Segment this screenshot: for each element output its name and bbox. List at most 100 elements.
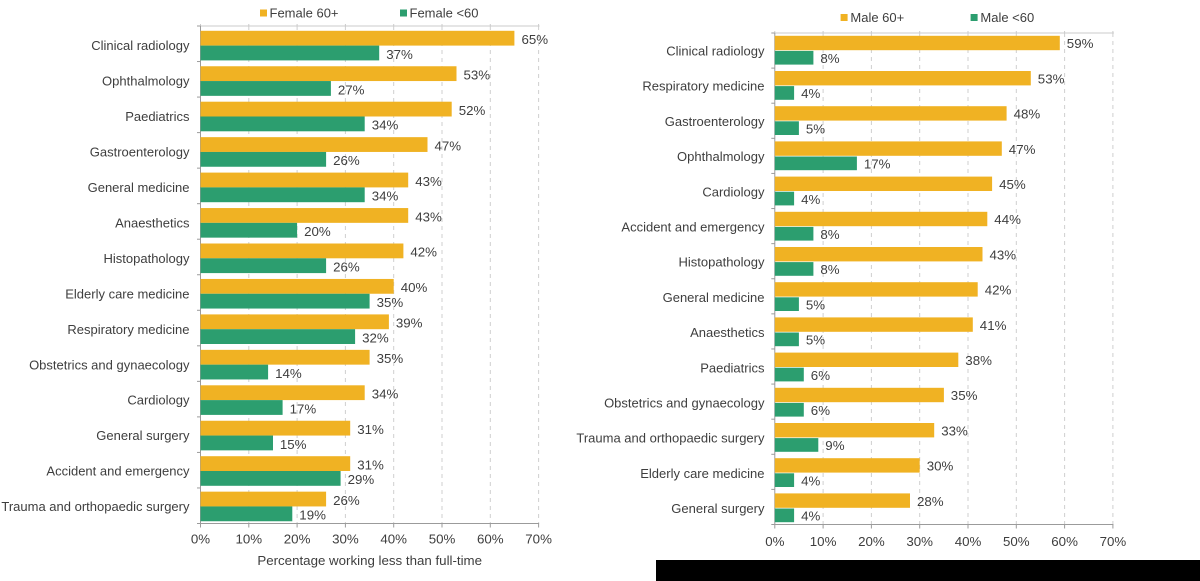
svg-text:26%: 26% bbox=[333, 260, 360, 275]
svg-text:Accident and emergency: Accident and emergency bbox=[621, 220, 765, 235]
svg-text:4%: 4% bbox=[801, 473, 820, 488]
svg-text:38%: 38% bbox=[965, 353, 992, 368]
svg-text:10%: 10% bbox=[235, 532, 262, 547]
svg-text:20%: 20% bbox=[284, 532, 311, 547]
svg-text:50%: 50% bbox=[429, 532, 456, 547]
svg-text:8%: 8% bbox=[820, 227, 839, 242]
svg-text:60%: 60% bbox=[477, 532, 504, 547]
svg-text:14%: 14% bbox=[275, 366, 302, 381]
svg-text:Histopathology: Histopathology bbox=[679, 255, 765, 270]
svg-text:4%: 4% bbox=[801, 86, 820, 101]
svg-text:Cardiology: Cardiology bbox=[127, 393, 190, 408]
svg-text:39%: 39% bbox=[396, 316, 423, 331]
svg-text:26%: 26% bbox=[333, 493, 360, 508]
svg-text:General medicine: General medicine bbox=[88, 180, 190, 195]
svg-text:6%: 6% bbox=[811, 368, 830, 383]
svg-text:33%: 33% bbox=[941, 423, 968, 438]
svg-text:37%: 37% bbox=[386, 47, 413, 62]
svg-text:General medicine: General medicine bbox=[663, 290, 765, 305]
svg-text:Respiratory medicine: Respiratory medicine bbox=[642, 79, 764, 94]
svg-text:17%: 17% bbox=[864, 157, 891, 172]
svg-text:Gastroenterology: Gastroenterology bbox=[665, 114, 765, 129]
svg-text:26%: 26% bbox=[333, 153, 360, 168]
svg-text:34%: 34% bbox=[372, 118, 399, 133]
svg-text:Anaesthetics: Anaesthetics bbox=[690, 325, 765, 340]
svg-text:19%: 19% bbox=[299, 508, 326, 523]
svg-text:30%: 30% bbox=[927, 459, 954, 474]
svg-text:4%: 4% bbox=[801, 192, 820, 207]
svg-text:40%: 40% bbox=[401, 280, 428, 295]
svg-text:6%: 6% bbox=[811, 403, 830, 418]
svg-text:35%: 35% bbox=[377, 351, 404, 366]
svg-text:General surgery: General surgery bbox=[96, 428, 190, 443]
svg-text:Male 60+: Male 60+ bbox=[850, 10, 904, 25]
svg-text:8%: 8% bbox=[820, 51, 839, 66]
svg-text:Paediatrics: Paediatrics bbox=[125, 109, 190, 124]
svg-text:Gastroenterology: Gastroenterology bbox=[90, 145, 190, 160]
svg-text:Accident and emergency: Accident and emergency bbox=[46, 464, 190, 479]
svg-text:59%: 59% bbox=[1067, 36, 1094, 51]
svg-text:Respiratory medicine: Respiratory medicine bbox=[67, 322, 189, 337]
svg-text:10%: 10% bbox=[810, 534, 837, 549]
svg-text:31%: 31% bbox=[357, 422, 384, 437]
svg-text:60%: 60% bbox=[1051, 534, 1078, 549]
svg-text:41%: 41% bbox=[980, 318, 1007, 333]
svg-text:35%: 35% bbox=[377, 295, 404, 310]
svg-text:Cardiology: Cardiology bbox=[702, 184, 765, 199]
svg-text:30%: 30% bbox=[906, 534, 933, 549]
svg-text:20%: 20% bbox=[304, 224, 331, 239]
svg-text:Ophthalmology: Ophthalmology bbox=[102, 74, 190, 89]
svg-text:42%: 42% bbox=[985, 283, 1012, 298]
svg-text:Clinical radiology: Clinical radiology bbox=[666, 44, 765, 59]
svg-text:43%: 43% bbox=[415, 174, 442, 189]
svg-text:40%: 40% bbox=[380, 532, 407, 547]
svg-text:5%: 5% bbox=[806, 297, 825, 312]
svg-text:70%: 70% bbox=[525, 532, 552, 547]
svg-text:47%: 47% bbox=[1009, 142, 1036, 157]
svg-text:0%: 0% bbox=[191, 532, 210, 547]
svg-text:50%: 50% bbox=[1003, 534, 1030, 549]
svg-text:31%: 31% bbox=[357, 457, 384, 472]
svg-text:8%: 8% bbox=[820, 262, 839, 277]
svg-text:Trauma and orthopaedic surgery: Trauma and orthopaedic surgery bbox=[576, 431, 765, 446]
svg-text:5%: 5% bbox=[806, 121, 825, 136]
svg-text:28%: 28% bbox=[917, 494, 944, 509]
svg-text:General surgery: General surgery bbox=[671, 501, 765, 516]
svg-text:43%: 43% bbox=[990, 247, 1017, 262]
svg-text:Ophthalmology: Ophthalmology bbox=[677, 149, 765, 164]
svg-text:Female 60+: Female 60+ bbox=[270, 6, 339, 21]
svg-text:27%: 27% bbox=[338, 82, 365, 97]
svg-text:Elderly care medicine: Elderly care medicine bbox=[640, 466, 764, 481]
svg-text:52%: 52% bbox=[459, 103, 486, 118]
svg-text:Percentage working less than f: Percentage working less than full-time bbox=[257, 553, 482, 568]
svg-text:9%: 9% bbox=[825, 438, 844, 453]
svg-text:35%: 35% bbox=[951, 388, 978, 403]
svg-text:53%: 53% bbox=[1038, 71, 1065, 86]
svg-text:42%: 42% bbox=[410, 245, 437, 260]
svg-text:Obstetrics and gynaecology: Obstetrics and gynaecology bbox=[604, 396, 765, 411]
svg-text:17%: 17% bbox=[290, 401, 317, 416]
svg-text:47%: 47% bbox=[435, 138, 462, 153]
svg-text:Paediatrics: Paediatrics bbox=[700, 360, 765, 375]
svg-text:70%: 70% bbox=[1100, 534, 1127, 549]
svg-text:48%: 48% bbox=[1014, 107, 1041, 122]
svg-text:Trauma and orthopaedic surgery: Trauma and orthopaedic surgery bbox=[1, 499, 190, 514]
svg-text:15%: 15% bbox=[280, 437, 307, 452]
svg-text:Obstetrics and gynaecology: Obstetrics and gynaecology bbox=[29, 357, 190, 372]
svg-text:30%: 30% bbox=[332, 532, 359, 547]
svg-text:Elderly care medicine: Elderly care medicine bbox=[65, 286, 189, 301]
svg-text:Clinical radiology: Clinical radiology bbox=[91, 38, 190, 53]
svg-text:44%: 44% bbox=[994, 212, 1021, 227]
svg-text:5%: 5% bbox=[806, 333, 825, 348]
svg-text:Female <60: Female <60 bbox=[410, 6, 479, 21]
svg-text:20%: 20% bbox=[858, 534, 885, 549]
svg-text:45%: 45% bbox=[999, 177, 1026, 192]
svg-text:Histopathology: Histopathology bbox=[104, 251, 190, 266]
svg-text:43%: 43% bbox=[415, 209, 442, 224]
svg-text:29%: 29% bbox=[348, 472, 375, 487]
svg-text:32%: 32% bbox=[362, 330, 389, 345]
svg-text:34%: 34% bbox=[372, 189, 399, 204]
svg-text:4%: 4% bbox=[801, 509, 820, 524]
svg-text:34%: 34% bbox=[372, 387, 399, 402]
svg-text:Male <60: Male <60 bbox=[980, 10, 1034, 25]
